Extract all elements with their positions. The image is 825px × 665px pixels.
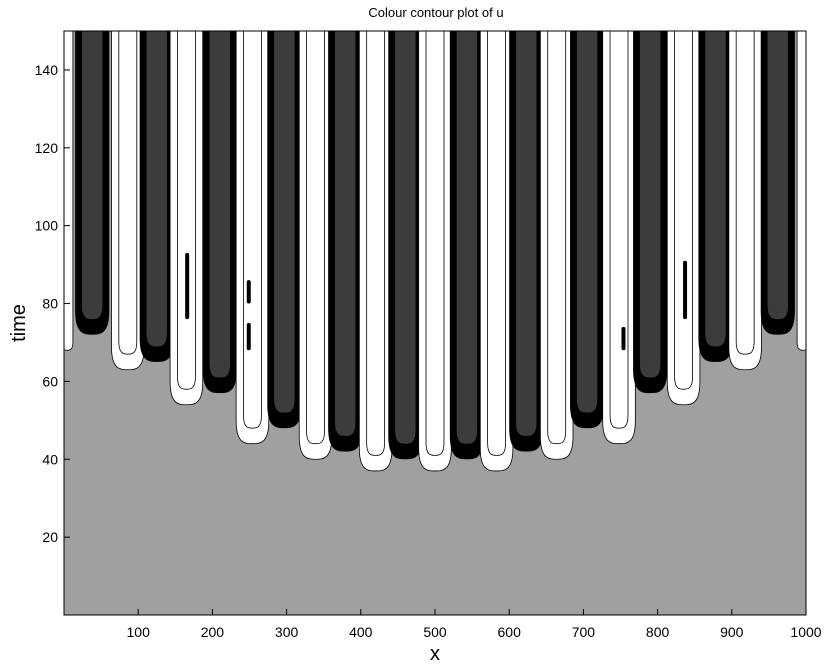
high-stripe <box>796 31 806 351</box>
x-tick-label: 200 <box>201 624 225 640</box>
defect-mark <box>246 280 251 304</box>
x-tick-label: 100 <box>127 624 151 640</box>
y-axis-title: time <box>8 304 30 342</box>
low-stripe-inner <box>705 31 726 347</box>
high-stripe-inner-contour <box>366 31 386 456</box>
high-stripe-inner-contour <box>118 31 138 355</box>
y-tick-label: 80 <box>42 296 58 312</box>
y-axis: 20 40 60 80 100 120 140 <box>35 62 70 545</box>
low-stripe-inner <box>146 31 167 347</box>
high-stripe <box>235 31 270 445</box>
high-stripe-outer <box>358 31 393 472</box>
low-stripe <box>388 31 423 460</box>
high-stripe <box>728 31 762 371</box>
high-stripe <box>666 31 701 406</box>
high-stripe-inner-contour <box>609 31 629 429</box>
low-stripe <box>633 31 668 394</box>
y-tick-label: 120 <box>35 140 59 156</box>
high-stripe-outer <box>169 31 204 406</box>
low-stripe-inner <box>516 31 537 436</box>
low-stripe-inner <box>576 31 598 413</box>
high-stripe <box>418 31 452 472</box>
high-stripe <box>358 31 393 472</box>
high-stripe-inner-contour <box>547 31 567 445</box>
defect-mark <box>683 260 688 320</box>
defect-mark <box>185 252 190 320</box>
high-stripe-inner-contour <box>243 31 262 429</box>
low-stripe <box>760 31 795 335</box>
low-stripe-inner <box>334 31 356 436</box>
high-stripe-outer <box>298 31 333 460</box>
high-stripe-inner-contour <box>177 31 196 390</box>
low-stripe-inner <box>395 31 416 444</box>
low-stripe <box>449 31 484 460</box>
high-stripe-outer <box>796 31 806 351</box>
defect-mark <box>621 326 626 351</box>
x-tick-label: 700 <box>572 624 596 640</box>
high-stripe <box>298 31 333 460</box>
low-stripe <box>267 31 302 429</box>
x-tick-label: 500 <box>423 624 447 640</box>
high-stripe-inner-contour <box>487 31 506 456</box>
high-stripe-outer <box>602 31 636 445</box>
low-stripe-inner <box>274 31 295 413</box>
low-stripe <box>75 31 110 335</box>
high-stripe-outer <box>479 31 514 472</box>
high-stripe <box>479 31 514 472</box>
low-stripe <box>328 31 363 452</box>
high-stripe-inner-contour <box>425 31 445 456</box>
x-tick-label: 400 <box>349 624 373 640</box>
high-stripe-outer <box>64 31 74 351</box>
high-stripe-inner-contour <box>735 31 755 355</box>
low-stripe <box>570 31 605 429</box>
x-axis: 100 200 300 400 500 600 700 800 900 1000 <box>127 609 822 640</box>
low-stripe-inner <box>639 31 661 378</box>
low-stripe-inner <box>456 31 478 444</box>
y-tick-label: 140 <box>35 62 59 78</box>
x-tick-label: 600 <box>498 624 522 640</box>
low-stripe <box>202 31 237 394</box>
x-tick-label: 800 <box>646 624 670 640</box>
high-stripe-outer <box>666 31 701 406</box>
chart-title: Colour contour plot of u <box>368 5 503 20</box>
high-stripe-outer <box>728 31 762 371</box>
low-stripe-inner <box>767 31 789 320</box>
defect-mark <box>246 323 251 351</box>
high-stripe <box>539 31 574 460</box>
x-tick-label: 900 <box>720 624 744 640</box>
y-tick-label: 60 <box>42 373 58 389</box>
high-stripe <box>602 31 636 445</box>
high-stripe <box>64 31 74 351</box>
high-stripe-outer <box>418 31 452 472</box>
x-tick-label: 1000 <box>790 624 821 640</box>
x-axis-title: x <box>430 643 440 665</box>
low-stripe-inner <box>209 31 231 378</box>
y-tick-label: 20 <box>42 529 58 545</box>
x-tick-label: 300 <box>275 624 299 640</box>
y-tick-label: 100 <box>35 218 59 234</box>
low-stripe <box>139 31 174 362</box>
high-stripe-outer <box>539 31 574 460</box>
low-stripe <box>509 31 544 452</box>
plot-area <box>64 31 806 615</box>
y-tick-label: 40 <box>42 451 58 467</box>
high-stripe <box>111 31 145 371</box>
high-stripe-inner-contour <box>674 31 693 390</box>
high-stripe <box>169 31 204 406</box>
high-stripe-outer <box>235 31 270 445</box>
low-stripe <box>698 31 733 362</box>
high-stripe-outer <box>111 31 145 371</box>
low-stripe-inner <box>81 31 103 320</box>
high-stripe-inner-contour <box>306 31 325 445</box>
